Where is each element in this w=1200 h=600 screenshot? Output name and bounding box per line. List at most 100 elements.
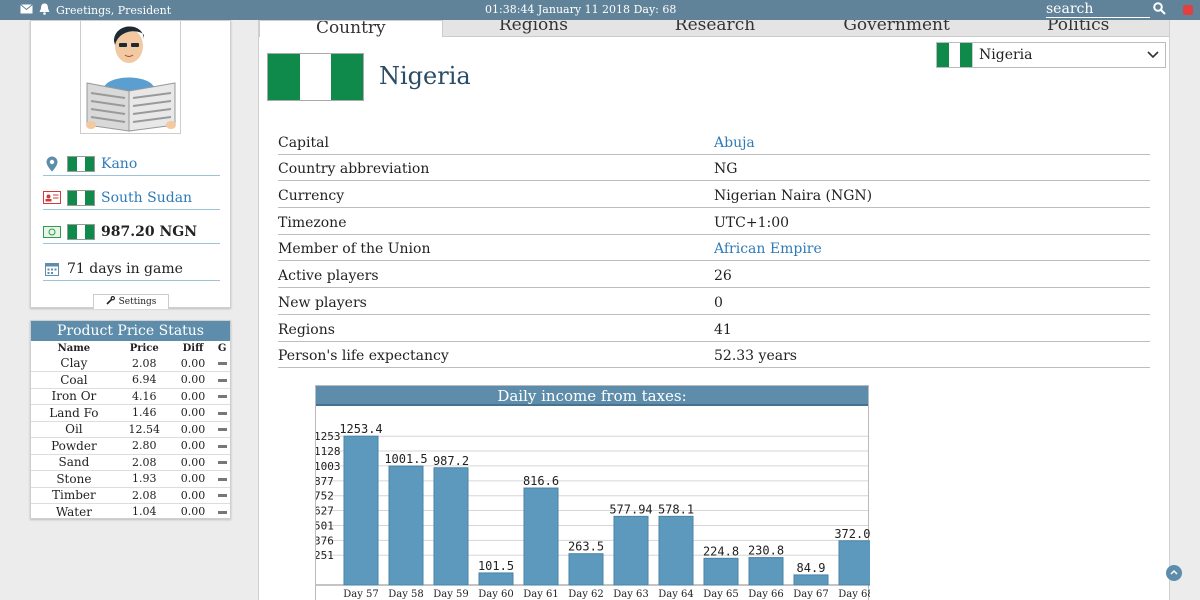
bar bbox=[388, 465, 424, 586]
info-label: Person's life expectancy bbox=[278, 348, 449, 365]
price-row: Powder 2.80 0.00 bbox=[31, 437, 230, 455]
product-diff: 0.00 bbox=[171, 437, 215, 455]
bar bbox=[478, 572, 514, 586]
logout-icon[interactable] bbox=[1183, 5, 1193, 15]
trend-icon bbox=[214, 355, 230, 372]
info-row: Currency Nigerian Naira (NGN) bbox=[278, 181, 1150, 209]
info-row: Timezone UTC+1:00 bbox=[278, 208, 1150, 235]
bar-value-label: 263.5 bbox=[568, 540, 604, 554]
top-bar: Greetings, President 01:38:44 January 11… bbox=[0, 0, 1200, 20]
search-icon[interactable] bbox=[1153, 2, 1166, 18]
product-price: 1.93 bbox=[116, 470, 172, 488]
y-tick-label: 376 bbox=[316, 534, 334, 547]
settings-button[interactable]: Settings bbox=[93, 294, 169, 309]
bar-value-label: 1001.5 bbox=[384, 452, 427, 466]
bar bbox=[568, 553, 604, 586]
x-tick-label: Day 58 bbox=[388, 589, 424, 600]
location-row[interactable]: Kano bbox=[43, 152, 220, 176]
nigeria-flag-icon bbox=[937, 43, 973, 67]
tab-regions[interactable]: Regions bbox=[442, 20, 625, 37]
info-value: 52.33 years bbox=[714, 348, 797, 365]
info-row: Regions 41 bbox=[278, 315, 1150, 342]
tab-bar: Country Regions Research Government Poli… bbox=[259, 20, 1169, 37]
bar-value-label: 577.94 bbox=[609, 502, 652, 516]
search-input[interactable]: search bbox=[1046, 1, 1150, 18]
trend-icon bbox=[214, 470, 230, 488]
trend-icon bbox=[214, 503, 230, 521]
info-label: New players bbox=[278, 294, 367, 311]
product-price: 1.46 bbox=[116, 404, 172, 422]
bar-value-label: 224.8 bbox=[703, 544, 739, 558]
location-link[interactable]: Kano bbox=[101, 155, 138, 172]
product-name: Stone bbox=[31, 470, 117, 488]
citizenship-link[interactable]: South Sudan bbox=[101, 189, 193, 206]
bar-value-label: 987.2 bbox=[433, 454, 469, 468]
day-text: Day: 68 bbox=[633, 3, 677, 16]
info-value: 0 bbox=[714, 294, 723, 311]
country-select-value: Nigeria bbox=[979, 47, 1033, 63]
country-title: Nigeria bbox=[379, 62, 471, 90]
trend-icon bbox=[214, 388, 230, 405]
col-price: Price bbox=[129, 342, 159, 354]
country-info-list: Capital Abuja Country abbreviation NG Curren… bbox=[278, 128, 1150, 369]
product-name: Timber bbox=[31, 487, 117, 504]
bar-value-label: 101.5 bbox=[478, 559, 514, 573]
info-value-link[interactable]: Abuja bbox=[714, 134, 755, 151]
x-tick-label: Day 62 bbox=[568, 589, 604, 600]
x-tick-label: Day 67 bbox=[793, 589, 829, 600]
bar-value-label: 816.6 bbox=[523, 474, 559, 488]
trend-icon bbox=[214, 371, 230, 389]
y-tick-label: 501 bbox=[316, 520, 334, 533]
price-row: Land Fo 1.46 0.00 bbox=[31, 404, 230, 422]
product-diff: 0.00 bbox=[171, 454, 215, 471]
x-tick-label: Day 66 bbox=[748, 589, 784, 600]
price-row: Iron Or 4.16 0.00 bbox=[31, 388, 230, 405]
info-row: Person's life expectancy 52.33 years bbox=[278, 342, 1150, 369]
main-panel: Country Regions Research Government Poli… bbox=[258, 20, 1170, 600]
calendar-icon bbox=[43, 262, 61, 276]
tab-country[interactable]: Country bbox=[259, 20, 443, 37]
money-row: 987.20 NGN bbox=[43, 220, 220, 244]
product-name: Water bbox=[31, 503, 117, 521]
wrench-icon bbox=[106, 296, 115, 308]
price-table: Name Price Diff G Clay 2.08 0.00 Coal 6.94 0.… bbox=[31, 341, 230, 521]
country-select[interactable]: Nigeria bbox=[936, 42, 1166, 68]
tab-research[interactable]: Research bbox=[624, 20, 806, 37]
tab-politics[interactable]: Politics bbox=[987, 20, 1169, 37]
y-tick-label: 627 bbox=[316, 505, 334, 518]
x-tick-label: Day 64 bbox=[658, 589, 694, 600]
bar bbox=[343, 435, 379, 586]
bar-value-label: 372.06 bbox=[834, 527, 870, 541]
bar-value-label: 230.8 bbox=[748, 544, 784, 558]
bell-icon[interactable] bbox=[39, 3, 50, 18]
info-label: Capital bbox=[278, 134, 329, 151]
game-clock: 01:38:44 January 11 2018 Day: 68 bbox=[485, 3, 676, 16]
tax-income-chart: Daily income from taxes: 251 376 501 627 752… bbox=[315, 385, 870, 600]
product-name: Clay bbox=[31, 355, 117, 372]
citizenship-row[interactable]: South Sudan bbox=[43, 186, 220, 210]
bar bbox=[793, 574, 829, 586]
bar bbox=[838, 540, 870, 586]
info-value: NG bbox=[714, 161, 738, 178]
scroll-top-button[interactable] bbox=[1166, 565, 1182, 581]
mail-icon[interactable] bbox=[20, 4, 33, 17]
bar bbox=[748, 557, 784, 586]
bar bbox=[703, 557, 739, 586]
product-name: Sand bbox=[31, 454, 117, 471]
product-diff: 0.00 bbox=[171, 470, 215, 488]
product-name: Powder bbox=[31, 437, 117, 455]
bar-value-label: 84.9 bbox=[797, 561, 826, 575]
price-row: Sand 2.08 0.00 bbox=[31, 454, 230, 471]
chevron-down-icon bbox=[1147, 47, 1159, 63]
tab-government[interactable]: Government bbox=[805, 20, 988, 37]
x-tick-label: Day 65 bbox=[703, 589, 739, 600]
info-value-link[interactable]: African Empire bbox=[714, 241, 822, 258]
x-tick-label: Day 63 bbox=[613, 589, 649, 600]
info-row: Member of the Union African Empire bbox=[278, 235, 1150, 262]
x-tick-label: Day 68 bbox=[838, 589, 870, 600]
map-pin-icon bbox=[43, 156, 61, 172]
product-diff: 0.00 bbox=[171, 388, 215, 405]
product-diff: 0.00 bbox=[171, 355, 215, 372]
id-card-icon bbox=[43, 191, 61, 204]
money-icon bbox=[43, 225, 61, 238]
